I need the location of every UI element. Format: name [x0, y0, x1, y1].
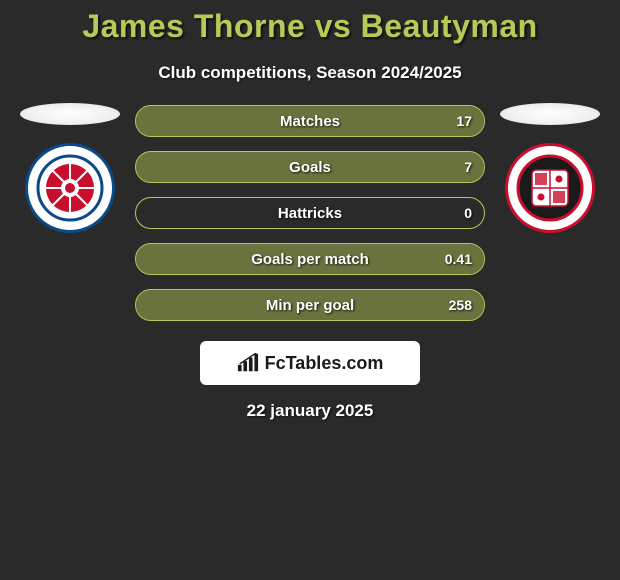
left-player-ellipse: [20, 103, 120, 125]
right-team-crest: [505, 143, 595, 233]
stat-label: Matches: [136, 113, 484, 130]
right-column: [495, 103, 605, 233]
stat-value-right: 258: [449, 297, 472, 313]
stat-row: Hattricks0: [135, 197, 485, 229]
comparison-card: James Thorne vs Beautyman Club competiti…: [0, 0, 620, 580]
stat-row: Goals7: [135, 151, 485, 183]
main-area: Matches17 Goals7 Hattricks0 Goals per match…: [0, 103, 620, 321]
stat-value-right: 0.41: [445, 251, 472, 267]
subtitle: Club competitions, Season 2024/2025: [0, 63, 620, 83]
stat-value-right: 17: [456, 113, 472, 129]
bar-chart-icon: [237, 353, 259, 373]
hartlepool-crest-icon: [36, 154, 104, 222]
date-label: 22 january 2025: [0, 401, 620, 421]
woking-crest-icon: [516, 154, 584, 222]
stat-label: Goals: [136, 159, 484, 176]
stat-row: Min per goal258: [135, 289, 485, 321]
stats-column: Matches17 Goals7 Hattricks0 Goals per match…: [135, 103, 485, 321]
branding-text: FcTables.com: [265, 353, 384, 374]
stat-row: Goals per match0.41: [135, 243, 485, 275]
stat-value-right: 0: [464, 205, 472, 221]
left-column: [15, 103, 125, 233]
stat-label: Goals per match: [136, 251, 484, 268]
stat-label: Min per goal: [136, 297, 484, 314]
page-title: James Thorne vs Beautyman: [0, 0, 620, 45]
stat-label: Hattricks: [136, 205, 484, 222]
stat-row: Matches17: [135, 105, 485, 137]
left-team-crest: [25, 143, 115, 233]
branding-badge: FcTables.com: [200, 341, 420, 385]
stat-value-right: 7: [464, 159, 472, 175]
right-player-ellipse: [500, 103, 600, 125]
